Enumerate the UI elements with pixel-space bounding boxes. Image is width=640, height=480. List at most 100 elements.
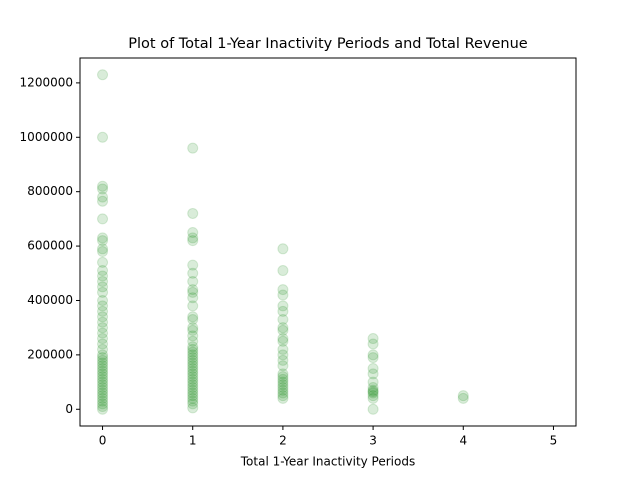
scatter-point: [97, 382, 109, 394]
scatter-point: [97, 270, 109, 282]
scatter-point: [277, 314, 289, 326]
scatter-point: [97, 180, 109, 192]
scatter-point: [277, 379, 289, 391]
scatter-point: [187, 267, 199, 279]
scatter-point: [187, 259, 199, 271]
scatter-point: [97, 275, 109, 287]
scatter-point: [187, 292, 199, 304]
x-tick-label: 1: [189, 434, 197, 448]
scatter-point: [277, 392, 289, 404]
scatter-point: [97, 354, 109, 366]
scatter-point: [97, 360, 109, 372]
scatter-point: [187, 387, 199, 399]
scatter-point: [97, 294, 109, 306]
scatter-point: [277, 324, 289, 336]
scatter-point: [187, 382, 199, 394]
scatter-point: [187, 275, 199, 287]
x-tick-label: 0: [99, 434, 107, 448]
scatter-point: [187, 314, 199, 326]
scatter-point: [457, 392, 469, 404]
scatter-point: [187, 324, 199, 336]
scatter-point: [277, 284, 289, 296]
scatter-point: [187, 232, 199, 244]
scatter-point: [97, 376, 109, 388]
scatter-point: [367, 382, 379, 394]
scatter-point: [367, 333, 379, 345]
scatter-point: [277, 390, 289, 402]
x-axis-label: Total 1-Year Inactivity Periods: [240, 455, 415, 469]
scatter-point: [97, 69, 109, 81]
scatter-point: [97, 395, 109, 407]
scatter-point: [97, 235, 109, 247]
scatter-point: [97, 390, 109, 402]
scatter-point: [187, 362, 199, 374]
scatter-point: [97, 349, 109, 361]
y-tick-label: 600000: [27, 239, 73, 253]
scatter-point: [367, 338, 379, 350]
scatter-point: [97, 362, 109, 374]
scatter-point: [97, 232, 109, 244]
scatter-point: [277, 387, 289, 399]
scatter-point: [367, 384, 379, 396]
scatter-point: [187, 402, 199, 414]
scatter-point: [277, 243, 289, 255]
y-tick-label: 800000: [27, 184, 73, 198]
scatter-point: [367, 349, 379, 361]
scatter-point: [97, 246, 109, 258]
scatter-point: [97, 392, 109, 404]
scatter-point: [367, 387, 379, 399]
scatter-point: [187, 371, 199, 383]
x-tick-label: 4: [459, 434, 467, 448]
scatter-point: [97, 191, 109, 203]
scatter-point: [97, 281, 109, 293]
scatter-point: [277, 322, 289, 334]
scatter-point: [97, 379, 109, 391]
scatter-point: [187, 368, 199, 380]
scatter-point: [97, 384, 109, 396]
scatter-point: [97, 403, 109, 415]
scatter-point: [367, 386, 379, 398]
scatter-point: [277, 343, 289, 355]
scatter-point: [97, 333, 109, 345]
scatter-point: [187, 360, 199, 372]
scatter-point: [187, 357, 199, 369]
y-tick-label: 1000000: [20, 130, 73, 144]
scatter-point: [97, 401, 109, 413]
y-tick-label: 400000: [27, 293, 73, 307]
scatter-point: [277, 384, 289, 396]
scatter-point: [97, 286, 109, 298]
scatter-point: [97, 365, 109, 377]
scatter-point: [97, 398, 109, 410]
scatter-point: [187, 341, 199, 353]
plot-area: [97, 69, 469, 415]
scatter-point: [97, 327, 109, 339]
scatter-point: [97, 256, 109, 268]
scatter-point: [97, 373, 109, 385]
scatter-point: [367, 376, 379, 388]
scatter-point: [187, 235, 199, 247]
scatter-point: [97, 243, 109, 255]
scatter-point: [97, 371, 109, 383]
scatter-point: [277, 373, 289, 385]
scatter-point: [97, 213, 109, 225]
y-tick-label: 1200000: [20, 75, 73, 89]
scatter-point: [457, 390, 469, 402]
scatter-point: [97, 387, 109, 399]
scatter-point: [277, 368, 289, 380]
scatter-point: [97, 265, 109, 277]
scatter-point: [187, 142, 199, 154]
scatter-point: [187, 322, 199, 334]
scatter-point: [277, 300, 289, 312]
scatter-point: [97, 352, 109, 364]
scatter-point: [187, 311, 199, 323]
scatter-point: [187, 376, 199, 388]
y-tick-label: 200000: [27, 347, 73, 361]
scatter-point: [367, 362, 379, 374]
scatter-point: [187, 390, 199, 402]
scatter-point: [367, 392, 379, 404]
y-tick-label: 0: [65, 402, 73, 416]
scatter-point: [187, 398, 199, 410]
scatter-point: [277, 354, 289, 366]
scatter-point: [187, 207, 199, 219]
